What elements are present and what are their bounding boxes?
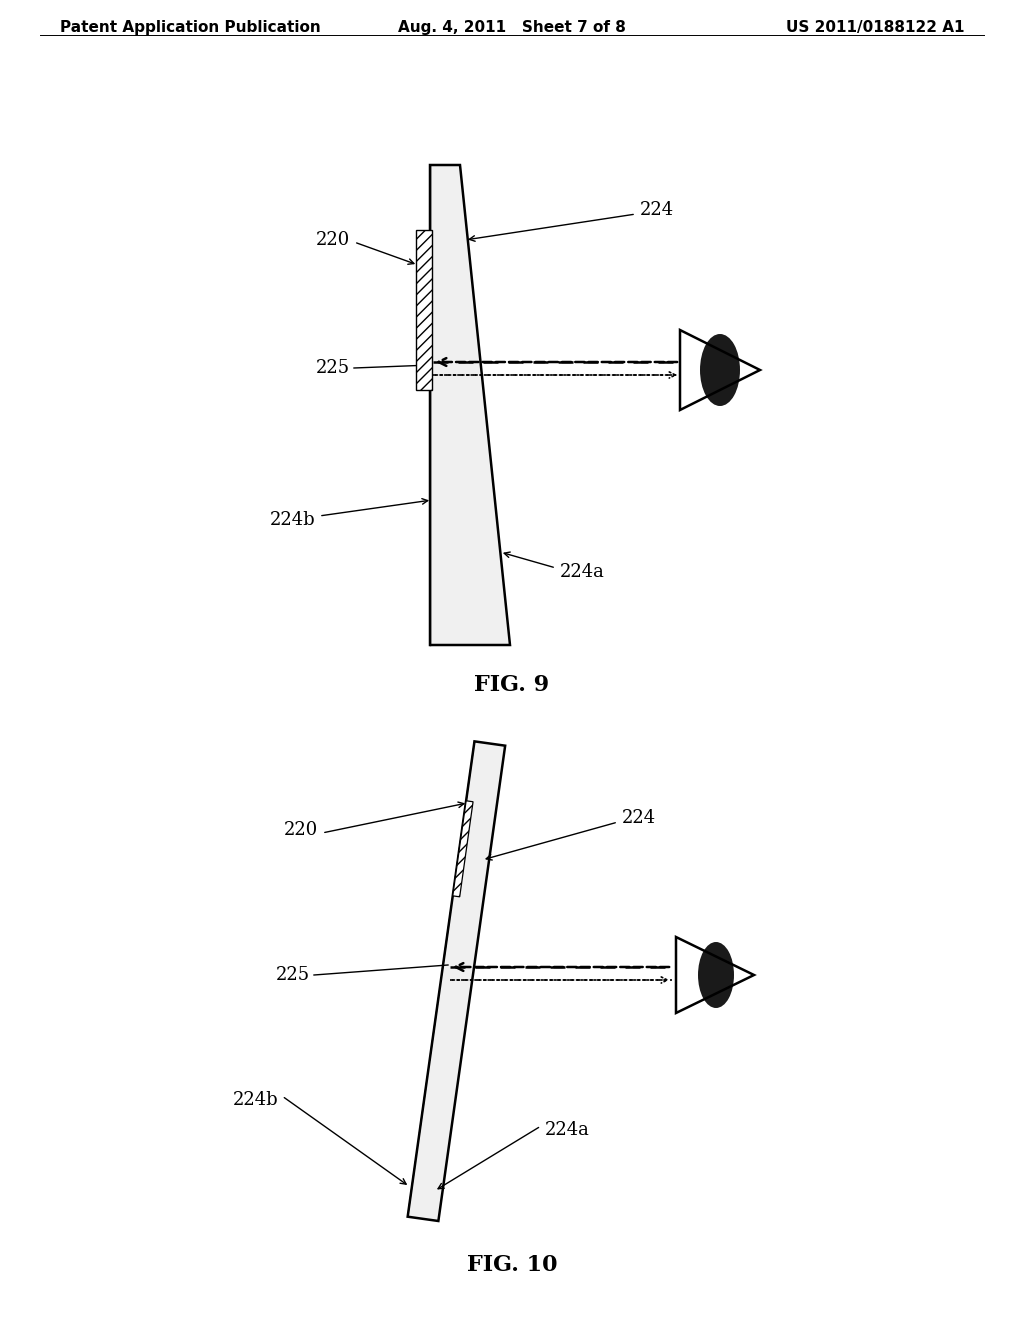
Text: 224b: 224b [232, 1092, 278, 1109]
Text: 225: 225 [315, 359, 350, 378]
Text: 220: 220 [315, 231, 350, 249]
Text: FIG. 9: FIG. 9 [474, 675, 550, 696]
Text: 224b: 224b [269, 511, 315, 529]
Text: 224: 224 [622, 809, 656, 828]
Polygon shape [430, 165, 510, 645]
Text: 224: 224 [640, 201, 674, 219]
Ellipse shape [698, 942, 734, 1008]
Polygon shape [416, 230, 432, 389]
Text: FIG. 10: FIG. 10 [467, 1254, 557, 1276]
Polygon shape [453, 801, 473, 896]
Text: US 2011/0188122 A1: US 2011/0188122 A1 [785, 20, 964, 36]
Text: 225: 225 [275, 966, 310, 983]
Text: Aug. 4, 2011   Sheet 7 of 8: Aug. 4, 2011 Sheet 7 of 8 [398, 20, 626, 36]
Polygon shape [408, 742, 505, 1221]
Text: Patent Application Publication: Patent Application Publication [60, 20, 321, 36]
Text: 220: 220 [284, 821, 318, 840]
Text: 224a: 224a [560, 564, 605, 581]
Ellipse shape [700, 334, 740, 407]
Text: 224a: 224a [545, 1121, 590, 1139]
